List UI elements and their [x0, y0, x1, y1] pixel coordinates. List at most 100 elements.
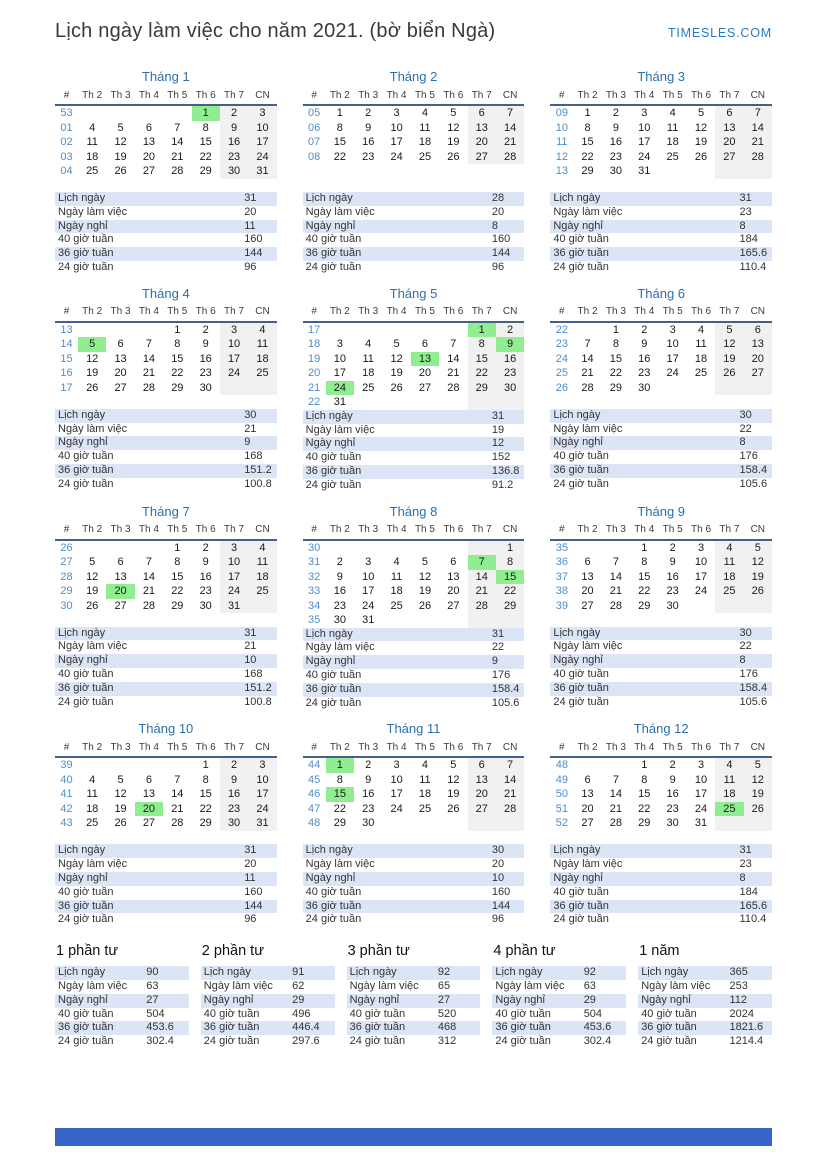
day-cell: 10: [390, 773, 403, 786]
stats-label: 36 giờ tuần: [203, 1021, 260, 1034]
week-number: 44: [308, 759, 321, 772]
brand-link[interactable]: TIMESLES.COM: [667, 26, 772, 40]
month-title: Tháng 8: [389, 503, 438, 519]
stats-label: 36 giờ tuần: [58, 899, 114, 912]
stats-value: 110.4: [739, 913, 767, 926]
stats-row: Lịch ngày 91: [200, 966, 335, 980]
day-cell: [439, 540, 467, 556]
day-cell: 21: [142, 585, 156, 598]
stats-row: 24 giờ tuần 302.4: [55, 1035, 189, 1049]
summary-title: 1 năm: [639, 943, 680, 960]
stats-value: 504: [146, 1007, 165, 1020]
day-cell: 13: [743, 337, 772, 352]
week-number: 09: [555, 107, 568, 119]
day-cell: 28: [609, 817, 623, 830]
stats-value: 160: [491, 885, 511, 898]
day-cell: 27: [114, 381, 127, 394]
weekday-header: Th 5: [658, 89, 687, 106]
day-cell: [326, 540, 354, 556]
weekday-header: #: [302, 523, 326, 541]
week-row: 50 13 14 15 16 17 18 19: [550, 787, 772, 802]
month-title: Tháng 9: [637, 503, 686, 519]
week-row: 02 11 12 13 14 15 16 17: [55, 135, 277, 150]
stats-label: Ngày làm việc: [305, 641, 375, 654]
stats-label: 24 giờ tuần: [203, 1035, 260, 1048]
stats-row: Lịch ngày 31: [55, 192, 277, 206]
stats-value: 112: [729, 993, 748, 1006]
weekday-header: Th 2: [78, 523, 107, 541]
stats-value: 63: [146, 979, 159, 992]
day-cell: [135, 105, 163, 121]
stats-value: 312: [437, 1035, 457, 1048]
day-cell: [687, 599, 715, 614]
day-cell: 23: [666, 585, 679, 598]
day-cell: 17: [248, 135, 277, 150]
stats-row: 36 giờ tuần 144: [55, 247, 277, 261]
day-cell: 4: [669, 107, 676, 119]
stats-label: Ngày làm việc: [553, 640, 623, 653]
day-cell: 28: [743, 149, 772, 164]
day-cell: 21: [609, 802, 623, 815]
day-cell: [467, 816, 496, 831]
day-cell: [467, 539, 496, 556]
day-cell: 5: [743, 757, 772, 773]
stats-row: 40 giờ tuần 160: [55, 886, 277, 900]
week-row: 42 18 19 20 21 22 23 24: [55, 801, 277, 817]
week-number: 12: [555, 150, 568, 163]
stats-label: 36 giờ tuần: [495, 1021, 551, 1034]
stats-value: 302.4: [146, 1035, 174, 1048]
day-cell: 14: [495, 120, 525, 135]
stats-row: 40 giờ tuần 152: [303, 451, 525, 465]
day-cell: 8: [584, 121, 591, 134]
day-cell: 15: [467, 351, 496, 367]
day-cell: [382, 395, 410, 410]
day-cell: 30: [666, 817, 679, 830]
week-number: 22: [308, 396, 321, 409]
weekday-header: Th 5: [410, 741, 440, 759]
day-cell: 25: [418, 150, 432, 163]
day-cell: 5: [715, 321, 744, 338]
day-cell: 16: [638, 352, 651, 365]
summary-stats-table: Lịch ngày 91 Ngày làm việc 62 Ngày nghỉ 29 40 …: [200, 966, 335, 1049]
stats-label: Lịch ngày: [58, 192, 106, 204]
week-number: 47: [308, 802, 321, 815]
stats-value: 110.4: [739, 260, 767, 273]
day-cell: 24: [248, 801, 277, 817]
week-row: 15 12 13 14 15 16 17 18: [55, 351, 277, 367]
stats-label: Lịch ngày: [305, 192, 353, 204]
stats-value: 496: [292, 1007, 311, 1020]
week-number: 29: [60, 585, 73, 598]
stats-label: 40 giờ tuần: [553, 233, 609, 246]
day-cell: 16: [362, 136, 375, 148]
stats-label: 24 giờ tuần: [553, 695, 609, 708]
day-cell: 5: [450, 759, 457, 772]
day-cell: [78, 105, 106, 121]
stats-row: Ngày làm việc 22: [550, 423, 772, 437]
stats-label: Lịch ngày: [495, 966, 543, 979]
stats-label: Lịch ngày: [58, 844, 106, 857]
stats-value: 92: [437, 966, 451, 979]
day-cell: 30: [609, 165, 623, 177]
weekday-header: Th 3: [106, 89, 135, 106]
stats-label: Ngày nghỉ: [349, 993, 400, 1006]
day-cell: 15: [199, 788, 212, 801]
calendar-table: # Th 2 Th 3 Th 4 Th 5 Th 6 Th 7 CN 17 1 2 18 3 4 5 6 7 8 9…: [302, 305, 525, 410]
day-cell: 18: [86, 802, 99, 815]
week-number: 04: [60, 165, 73, 177]
weekday-header-row: # Th 2 Th 3 Th 4 Th 5 Th 6 Th 7 CN: [302, 741, 525, 759]
day-cell: 4: [715, 757, 744, 773]
stats-row: Ngày làm việc 23: [550, 206, 772, 220]
week-row: 47 22 23 24 25 26 27 28: [303, 801, 525, 817]
day-cell: 23: [362, 802, 375, 815]
day-cell: 8: [467, 337, 496, 352]
week-number: 50: [555, 788, 568, 801]
stats-value: 453.6: [146, 1021, 174, 1034]
day-cell: 10: [219, 555, 249, 570]
holiday-day-cell: 25: [715, 801, 744, 817]
weekday-header-row: # Th 2 Th 3 Th 4 Th 5 Th 6 Th 7 CN: [302, 305, 525, 323]
weekday-header: Th 4: [630, 305, 659, 323]
day-cell: 16: [666, 570, 679, 583]
week-row: 27 5 6 7 8 9 10 11: [55, 555, 277, 570]
day-cell: 19: [86, 367, 99, 380]
week-number: 27: [60, 556, 73, 569]
